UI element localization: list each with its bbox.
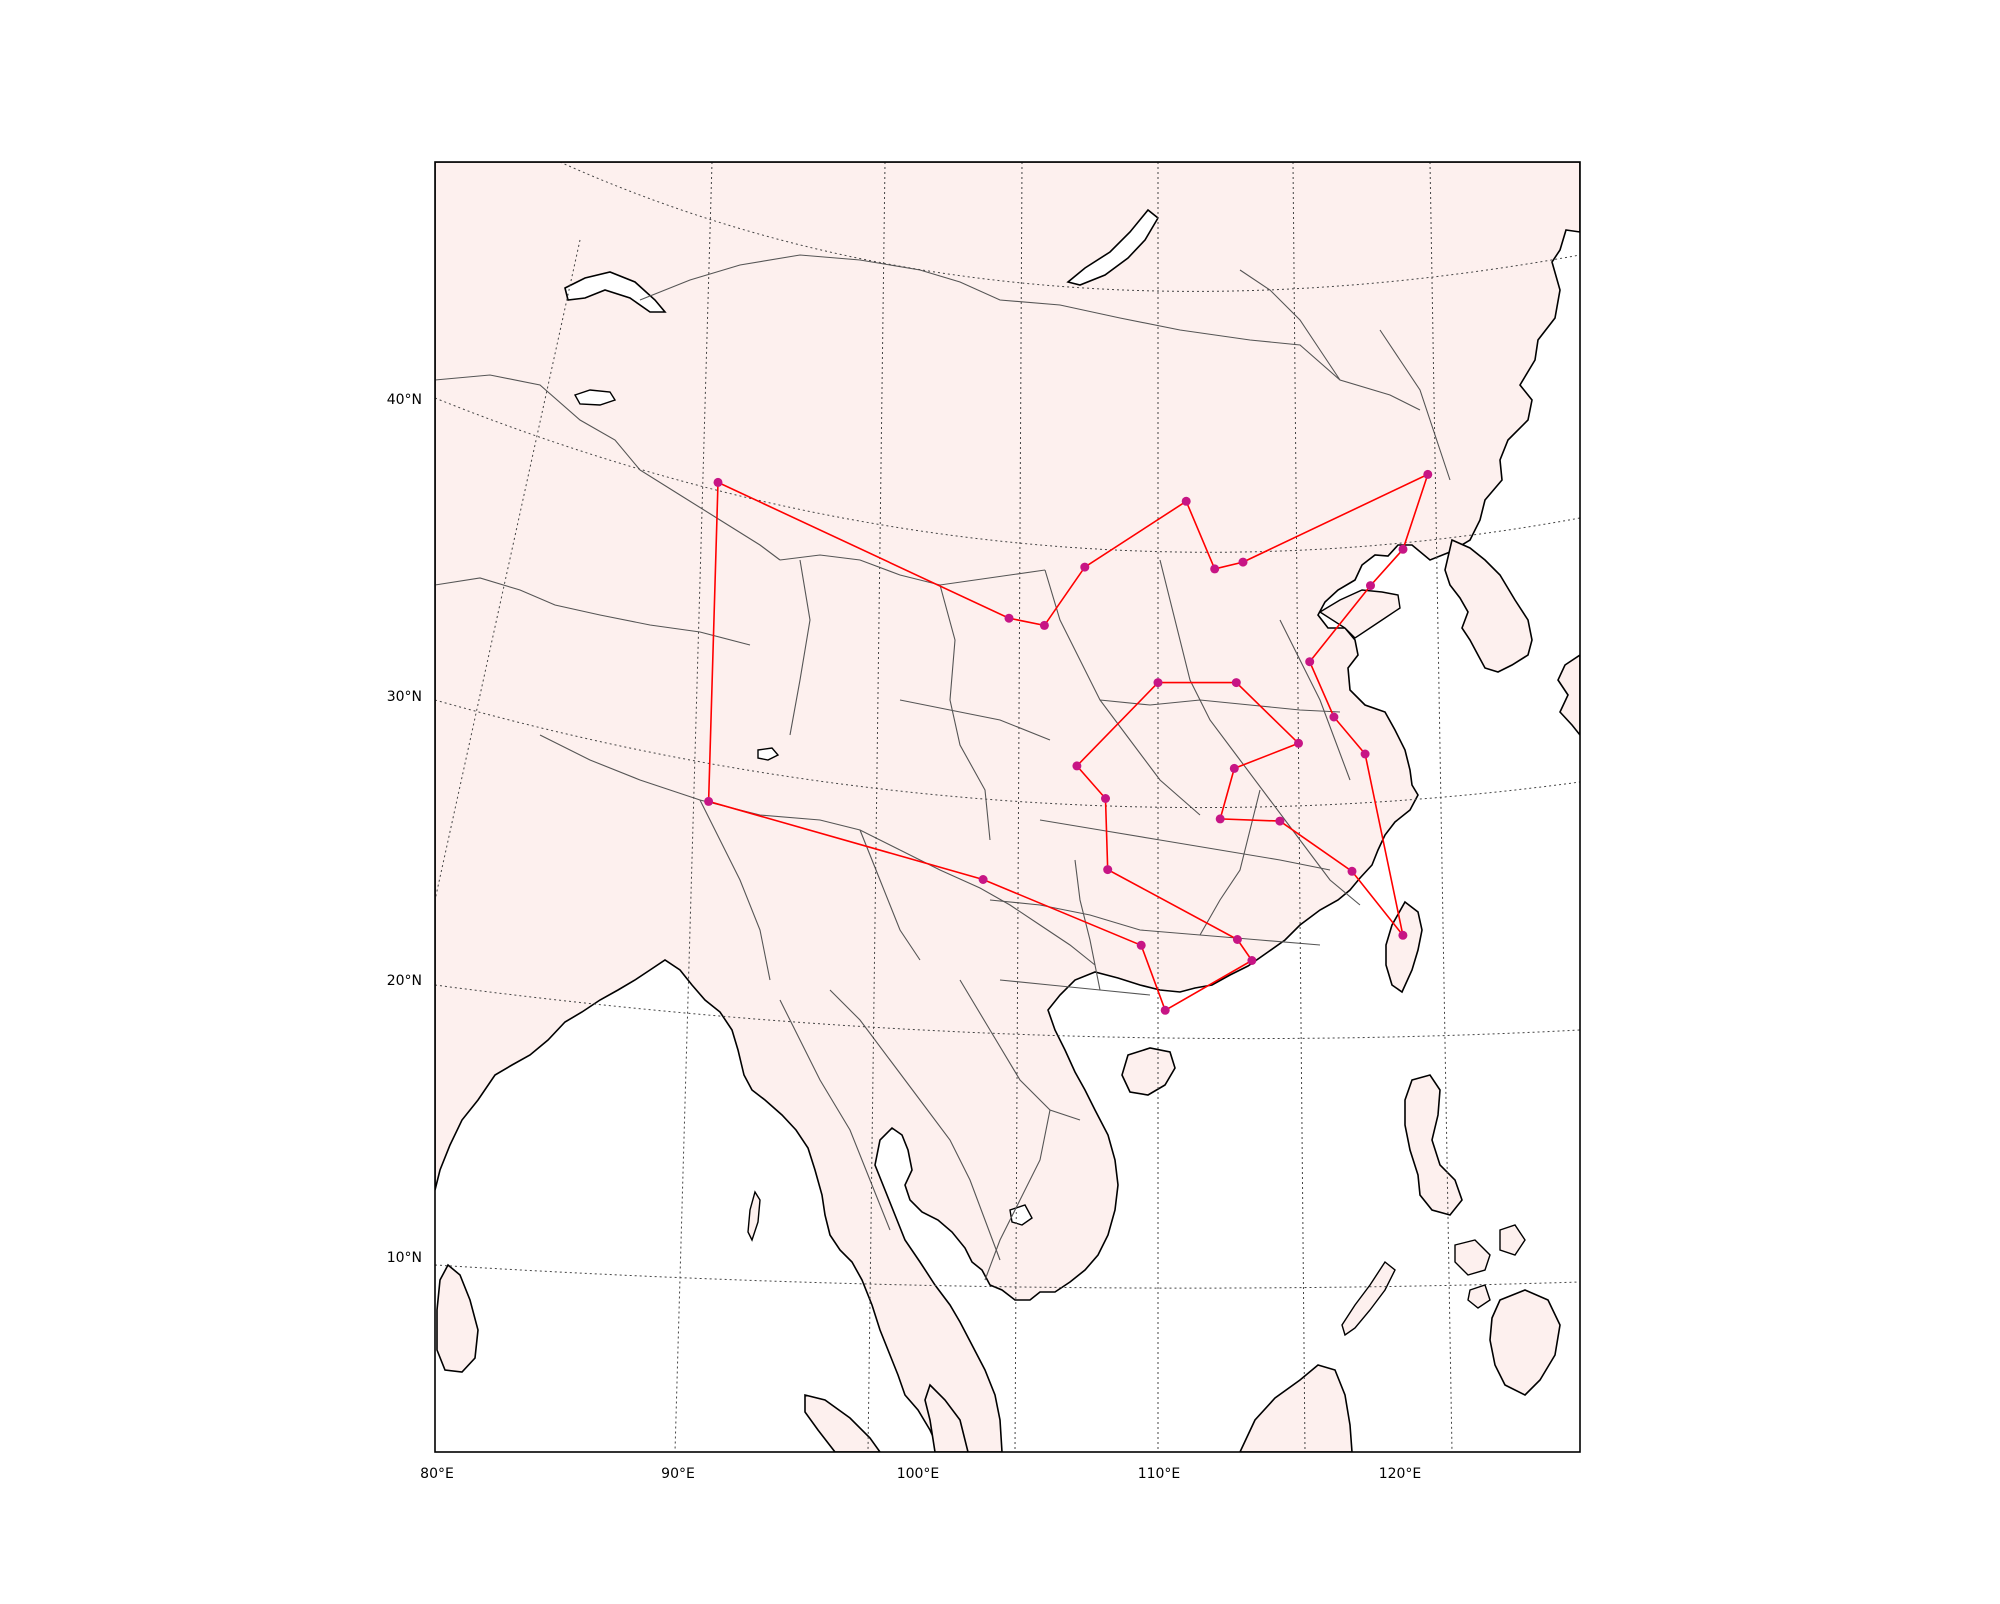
city-point-20[interactable] bbox=[1136, 940, 1146, 950]
city-point-19[interactable] bbox=[1160, 1005, 1170, 1015]
city-point-7[interactable] bbox=[1347, 866, 1357, 876]
city-point-10[interactable] bbox=[1229, 763, 1239, 773]
city-point-28[interactable] bbox=[1210, 564, 1220, 574]
city-point-22[interactable] bbox=[704, 796, 714, 806]
lake-baikal bbox=[1066, 208, 1160, 286]
visayas-islands bbox=[1454, 1224, 1526, 1309]
city-point-16[interactable] bbox=[1103, 865, 1113, 875]
lat-label-30n: 30°N bbox=[387, 689, 422, 705]
city-point-14[interactable] bbox=[1072, 761, 1082, 771]
luzon-island bbox=[1404, 1074, 1463, 1216]
city-point-6[interactable] bbox=[1398, 930, 1408, 940]
city-point-4[interactable] bbox=[1329, 712, 1339, 722]
city-point-13[interactable] bbox=[1153, 678, 1163, 688]
city-point-2[interactable] bbox=[1366, 581, 1375, 591]
lake-balkhash bbox=[564, 271, 667, 313]
lon-label-120e: 120°E bbox=[1379, 1466, 1422, 1482]
lon-label-80e: 80°E bbox=[420, 1466, 454, 1482]
shandong-peninsula bbox=[1318, 589, 1401, 639]
lat-label-20n: 20°N bbox=[387, 973, 422, 989]
city-point-18[interactable] bbox=[1247, 956, 1257, 965]
malay-peninsula bbox=[924, 1383, 969, 1452]
lake-issyk-kul bbox=[573, 389, 617, 406]
city-point-11[interactable] bbox=[1294, 738, 1303, 748]
hainan-island bbox=[1121, 1047, 1176, 1096]
city-point-1[interactable] bbox=[1398, 544, 1408, 554]
lon-label-100e: 100°E bbox=[897, 1466, 940, 1482]
sumatra-island bbox=[804, 1393, 881, 1452]
japan-island bbox=[1557, 654, 1580, 737]
city-point-24[interactable] bbox=[1004, 613, 1014, 623]
city-point-25[interactable] bbox=[1039, 620, 1049, 630]
andaman-islands bbox=[747, 1190, 761, 1242]
korea-peninsula bbox=[1444, 538, 1533, 673]
internal-borders bbox=[435, 254, 1451, 1281]
city-point-17[interactable] bbox=[1232, 935, 1242, 944]
borneo-island bbox=[1239, 1364, 1353, 1452]
city-point-0[interactable] bbox=[1423, 469, 1433, 479]
city-point-8[interactable] bbox=[1275, 816, 1285, 826]
city-point-29[interactable] bbox=[1238, 557, 1248, 567]
lon-label-110e: 110°E bbox=[1138, 1466, 1181, 1482]
city-layer bbox=[704, 469, 1433, 1015]
lake-qinghai bbox=[757, 747, 780, 761]
city-point-12[interactable] bbox=[1231, 678, 1241, 688]
city-point-21[interactable] bbox=[978, 875, 988, 884]
city-point-15[interactable] bbox=[1101, 794, 1110, 803]
map-area bbox=[435, 162, 1580, 1452]
lat-label-10n: 10°N bbox=[387, 1250, 422, 1266]
city-point-26[interactable] bbox=[1080, 562, 1090, 572]
lat-label-40n: 40°N bbox=[387, 392, 422, 408]
mindanao-island bbox=[1489, 1289, 1561, 1396]
lon-label-90e: 90°E bbox=[661, 1466, 695, 1482]
palawan-island bbox=[1341, 1260, 1396, 1337]
city-point-9[interactable] bbox=[1215, 814, 1225, 824]
graticule bbox=[435, 162, 1580, 1452]
city-point-23[interactable] bbox=[713, 477, 723, 487]
map-frame-border bbox=[434, 161, 1581, 1453]
city-point-3[interactable] bbox=[1305, 657, 1315, 667]
city-point-5[interactable] bbox=[1360, 749, 1370, 759]
city-point-27[interactable] bbox=[1181, 496, 1191, 506]
sri-lanka-island bbox=[436, 1263, 479, 1373]
